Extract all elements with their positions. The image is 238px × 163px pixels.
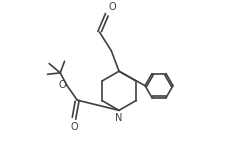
- Text: O: O: [58, 80, 66, 90]
- Text: N: N: [115, 113, 123, 123]
- Text: O: O: [70, 122, 78, 132]
- Text: O: O: [109, 2, 116, 12]
